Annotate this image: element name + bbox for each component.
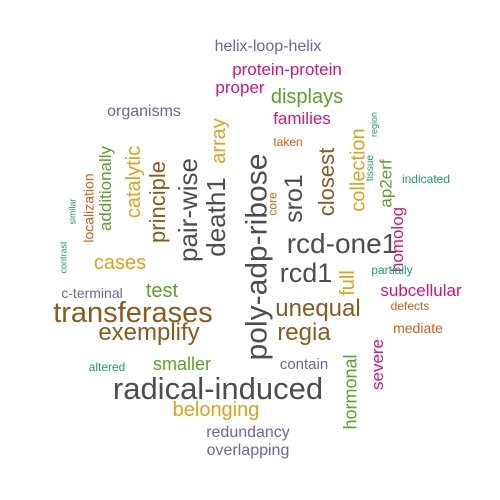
word-belonging: belonging <box>172 399 260 421</box>
word-helix-loop-helix: helix-loop-helix <box>214 38 322 55</box>
word-hormonal: hormonal <box>340 354 361 430</box>
word-rcd1: rcd1 <box>279 257 333 288</box>
word-additionally: additionally <box>96 145 116 231</box>
word-unequal: unequal <box>275 295 361 322</box>
word-protein-protein: protein-protein <box>232 59 342 79</box>
word-displays: displays <box>270 86 344 108</box>
word-subcellular: subcellular <box>380 280 462 300</box>
word-pair-wise: pair-wise <box>173 157 203 263</box>
word-test: test <box>145 280 179 302</box>
word-severe: severe <box>368 338 388 390</box>
word-death1: death1 <box>201 177 231 257</box>
word-poly-adp-ribose: poly-adp-ribose <box>240 153 273 361</box>
word-proper: proper <box>215 77 265 97</box>
word-smaller: smaller <box>152 354 211 374</box>
word-closest: closest <box>313 147 339 217</box>
word-localization: localization <box>80 173 97 243</box>
word-mediate: mediate <box>393 320 443 336</box>
word-rcd-one1: rcd-one1 <box>286 228 398 259</box>
word-principle: principle <box>145 161 170 243</box>
word-sro1: sro1 <box>279 173 308 223</box>
word-array: array <box>207 118 230 164</box>
word-tissue: tissue <box>365 154 376 182</box>
word-contain: contain <box>279 355 329 373</box>
word-indicated: indicated <box>401 172 451 186</box>
word-c-terminal: c-terminal <box>61 285 123 301</box>
word-overlapping: overlapping <box>206 442 290 459</box>
word-cases: cases <box>93 252 147 274</box>
word-taken: taken <box>273 135 303 149</box>
word-organisms: organisms <box>107 103 181 120</box>
word-redundancy: redundancy <box>206 424 290 441</box>
word-similar: similar <box>67 198 78 224</box>
word-full: full <box>336 270 359 296</box>
word-exemplify: exemplify <box>98 319 200 346</box>
word-altered: altered <box>88 360 126 374</box>
word-region: region <box>369 111 380 137</box>
word-contrast: contrast <box>58 240 69 274</box>
word-partially: partially <box>371 263 413 277</box>
word-core: core <box>266 192 280 216</box>
word-families: families <box>273 108 331 128</box>
word-ap2erf: ap2erf <box>376 158 396 208</box>
word-regia: regia <box>277 319 331 346</box>
word-catalytic: catalytic <box>123 145 145 219</box>
word-radical-induced: radical-induced <box>112 370 324 406</box>
word-defects: defects <box>390 299 430 313</box>
word-transferases: transferases <box>53 296 213 329</box>
word-homolog: homolog <box>388 206 408 272</box>
